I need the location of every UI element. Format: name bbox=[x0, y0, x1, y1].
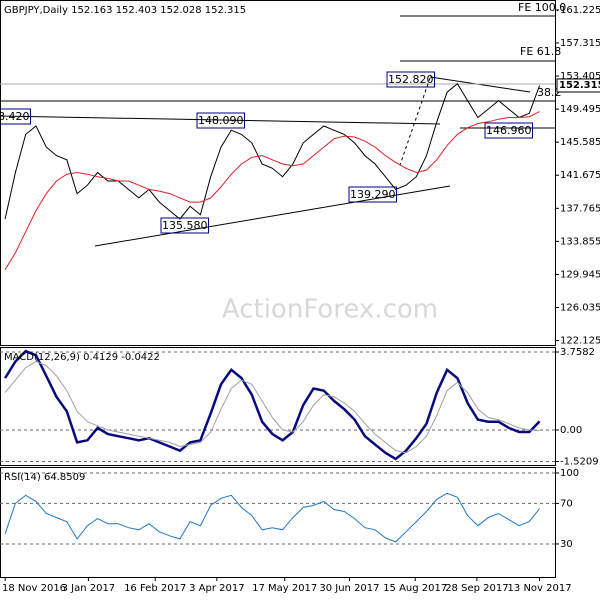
series-line bbox=[4, 360, 540, 454]
y-tick-label: 129.945 bbox=[560, 269, 600, 280]
x-tick-label: 18 Nov 2016 bbox=[2, 583, 66, 594]
annotation-box bbox=[348, 186, 397, 203]
y-tick-label: 137.765 bbox=[560, 203, 600, 214]
annotation: FE 61.8 bbox=[520, 45, 561, 58]
annotation: 8.420 bbox=[0, 110, 30, 123]
y-tick-label: 0.00 bbox=[560, 425, 582, 436]
trendlines bbox=[0, 15, 555, 247]
annotation: 146.960 bbox=[486, 124, 532, 137]
annotation: FE 100.0 bbox=[518, 1, 566, 14]
annotation-box bbox=[386, 71, 435, 88]
y-tick-label: 141.675 bbox=[560, 170, 600, 181]
y-tick-label: 133.855 bbox=[560, 236, 600, 247]
y-tick-label: 149.495 bbox=[560, 104, 600, 115]
price-panel bbox=[0, 0, 556, 346]
projection-line bbox=[399, 77, 431, 166]
y-tick-label: 30 bbox=[560, 539, 573, 550]
annotation: 38.2 bbox=[537, 86, 562, 99]
x-tick-label: 3 Jan 2017 bbox=[62, 583, 116, 594]
panel-title: RSI(14) 64.8509 bbox=[4, 472, 85, 483]
y-tick-label: 100 bbox=[560, 468, 579, 479]
annotation: 135.580 bbox=[162, 219, 208, 232]
series-line bbox=[4, 492, 540, 543]
annotation: 148.090 bbox=[198, 114, 244, 127]
annotation: 139.290 bbox=[350, 188, 396, 201]
series-line bbox=[4, 82, 541, 220]
x-tick-label: 17 May 2017 bbox=[252, 583, 317, 594]
y-tick-label: 70 bbox=[560, 498, 573, 509]
y-tick-label: 161.225 bbox=[560, 5, 600, 16]
watermark: ActionForex.com bbox=[222, 295, 438, 325]
series-line bbox=[4, 111, 540, 270]
x-tick-label: 15 Aug 2017 bbox=[383, 583, 447, 594]
panel-title: MACD(12,26,9) 0.4129 -0.0422 bbox=[4, 352, 160, 363]
y-tick-label: 145.585 bbox=[560, 137, 600, 148]
y-tick-label: -1.5209 bbox=[560, 456, 599, 467]
annotation-box bbox=[0, 108, 31, 125]
panel-title: GBPJPY,Daily 152.163 152.403 152.028 152… bbox=[4, 5, 246, 16]
annotation-box bbox=[160, 217, 209, 234]
x-tick-label: 13 Nov 2017 bbox=[508, 583, 572, 594]
y-tick-label: 3.7582 bbox=[560, 347, 595, 358]
x-tick-label: 30 Jun 2017 bbox=[319, 583, 379, 594]
trendline bbox=[94, 185, 451, 247]
annotation-box bbox=[484, 122, 533, 139]
x-tick-label: 16 Feb 2017 bbox=[124, 583, 186, 594]
annotation-box bbox=[196, 112, 245, 129]
series-line bbox=[4, 349, 541, 461]
y-tick-label: 157.315 bbox=[560, 38, 600, 49]
y-tick-label: 126.035 bbox=[560, 302, 600, 313]
y-tick-label: 153.405 bbox=[560, 71, 600, 82]
x-tick-label: 3 Apr 2017 bbox=[189, 583, 244, 594]
x-tick-label: 28 Sep 2017 bbox=[445, 583, 508, 594]
y-tick-label: 122.125 bbox=[560, 336, 600, 347]
last-price: 152.315 bbox=[559, 80, 600, 91]
rsi-panel bbox=[0, 467, 556, 578]
macd-panel bbox=[0, 347, 556, 466]
annotation: 152.820 bbox=[388, 73, 434, 86]
trendline bbox=[0, 115, 441, 125]
last-price-box bbox=[556, 78, 600, 93]
